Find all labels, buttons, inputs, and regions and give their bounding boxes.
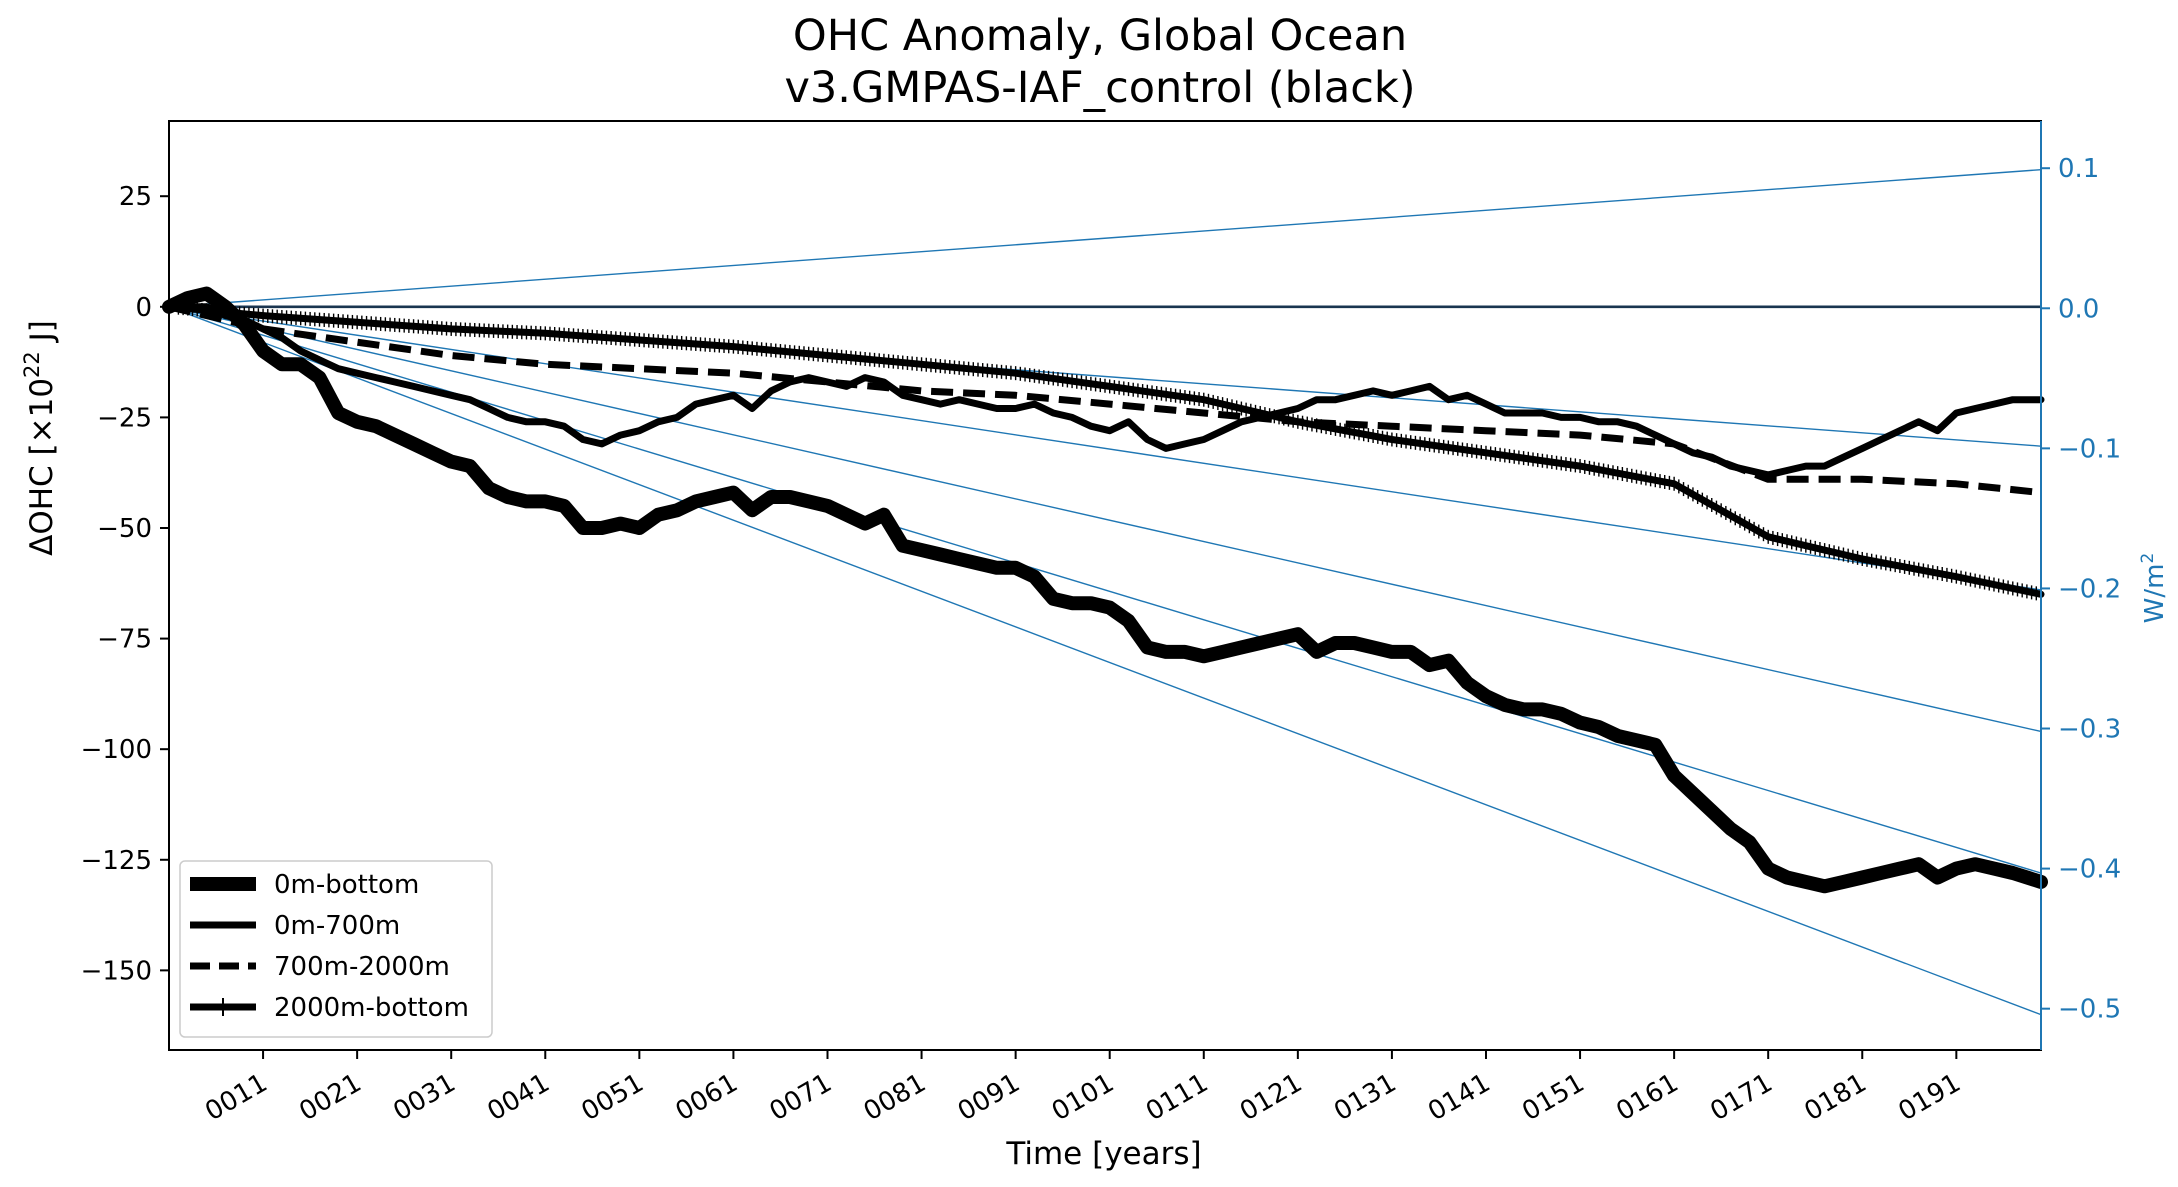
reference-line-neg0.3 bbox=[168, 306, 2042, 733]
x-tick-label: 0171 bbox=[1705, 1068, 1777, 1127]
y2-tick-label: −0.1 bbox=[2058, 434, 2121, 464]
x-tick-label: 0021 bbox=[294, 1068, 366, 1127]
series-line-700m-2000m bbox=[168, 303, 2042, 497]
chart-subtitle: v3.GMPAS-IAF_control (black) bbox=[784, 63, 1415, 113]
chart-title: OHC Anomaly, Global Ocean bbox=[793, 11, 1407, 61]
series-line-0m-bottom bbox=[162, 286, 2048, 894]
y2-axis-label: W/m2 bbox=[2138, 553, 2170, 624]
y2-tick-label: 0.1 bbox=[2058, 154, 2099, 184]
x-tick-label: 0101 bbox=[1047, 1068, 1119, 1127]
y-tick-label: −50 bbox=[97, 514, 152, 544]
x-tick-label: 0011 bbox=[200, 1068, 272, 1127]
y-tick-label: 0 bbox=[135, 293, 152, 323]
x-tick-label: 0121 bbox=[1235, 1068, 1307, 1127]
x-tick-label: 0131 bbox=[1329, 1068, 1401, 1127]
x-tick-label: 0051 bbox=[577, 1068, 649, 1127]
y-tick-label: −125 bbox=[81, 846, 152, 876]
legend-label-2000m-bottom: 2000m-bottom bbox=[274, 993, 469, 1023]
x-tick-label: 0161 bbox=[1611, 1068, 1683, 1127]
y2-tick-label: −0.5 bbox=[2058, 995, 2121, 1025]
x-tick-label: 0151 bbox=[1517, 1068, 1589, 1127]
y-axis-label: ΔOHC [×1022 J] bbox=[20, 320, 60, 556]
x-tick-label: 0081 bbox=[859, 1068, 931, 1127]
y-tick-label: −150 bbox=[81, 956, 152, 986]
y2-tick-label: 0.0 bbox=[2058, 294, 2099, 324]
x-tick-label: 0071 bbox=[765, 1068, 837, 1127]
y2-tick-label: −0.3 bbox=[2058, 715, 2121, 745]
legend-label-0m-700m: 0m-700m bbox=[274, 911, 400, 941]
y-tick-label: −75 bbox=[97, 625, 152, 655]
series-markers-2000m-bottom bbox=[177, 300, 2042, 602]
legend-box bbox=[179, 860, 493, 1038]
x-tick-label: 0041 bbox=[482, 1068, 554, 1127]
legend: 0m-bottom 0m-700m 700m-2000m 2000m-botto… bbox=[179, 860, 493, 1038]
reference-line-neg0.2 bbox=[168, 306, 2042, 591]
legend-label-700m-2000m: 700m-2000m bbox=[274, 952, 450, 982]
series-layer bbox=[162, 286, 2048, 894]
x-tick-label: 0061 bbox=[671, 1068, 743, 1127]
y-tick-label: −25 bbox=[97, 403, 152, 433]
y-tick-label: −100 bbox=[81, 735, 152, 765]
series-line-0m-700m bbox=[165, 303, 2045, 479]
x-axis-label: Time [years] bbox=[1005, 1136, 1201, 1172]
reference-line-0.1 bbox=[168, 168, 2042, 308]
x-tick-label: 0031 bbox=[388, 1068, 460, 1127]
legend-label-0m-bottom: 0m-bottom bbox=[274, 870, 419, 900]
y-tick-label: 25 bbox=[119, 182, 152, 212]
x-tick-label: 0191 bbox=[1894, 1068, 1966, 1127]
x-tick-label: 0181 bbox=[1799, 1068, 1871, 1127]
reference-line-neg0.5 bbox=[168, 306, 2042, 1016]
y2-tick-label: −0.2 bbox=[2058, 574, 2121, 604]
x-tick-label: 0091 bbox=[953, 1068, 1025, 1127]
x-tick-label: 0141 bbox=[1423, 1068, 1495, 1127]
x-tick-label: 0111 bbox=[1141, 1068, 1213, 1127]
y2-tick-label: −0.4 bbox=[2058, 855, 2121, 885]
